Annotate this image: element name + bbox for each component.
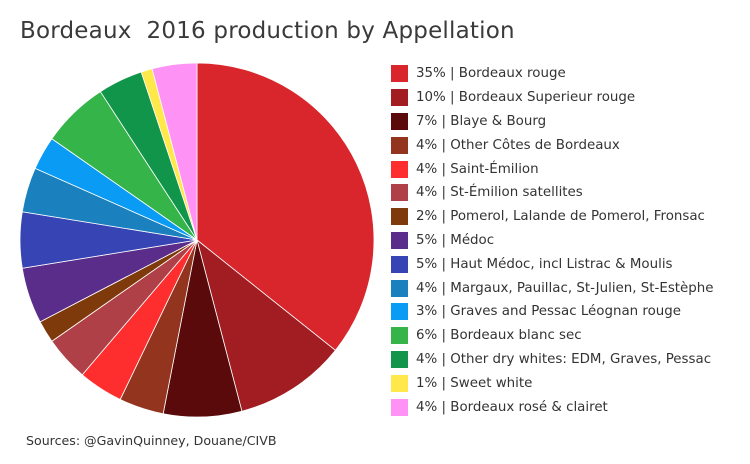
chart-title: Bordeaux 2016 production by Appellation — [20, 18, 515, 44]
legend-item-12: 6% | Bordeaux blanc sec — [391, 324, 746, 348]
chart-legend: 35% | Bordeaux rouge 10% | Bordeaux Super… — [391, 62, 746, 419]
legend-item-4: 4% | Other Côtes de Bordeaux — [391, 133, 746, 157]
legend-label: 4% | Other dry whites: EDM, Graves, Pess… — [416, 351, 712, 367]
legend-item-8: 5% | Médoc — [391, 229, 746, 253]
legend-swatch — [391, 303, 408, 321]
legend-label: 5% | Médoc — [416, 232, 495, 248]
source-note: Sources: @GavinQuinney, Douane/CIVB — [26, 433, 277, 448]
legend-item-10: 4% | Margaux, Pauillac, St-Julien, St-Es… — [391, 276, 746, 300]
legend-swatch — [391, 255, 408, 273]
pie-slice-2 — [196, 238, 336, 412]
legend-item-7: 2% | Pomerol, Lalande de Pomerol, Fronsa… — [391, 205, 746, 229]
legend-label: 10% | Bordeaux Superieur rouge — [416, 90, 636, 106]
legend-swatch — [391, 136, 408, 154]
legend-swatch — [391, 231, 408, 249]
legend-item-1: 35% | Bordeaux rouge — [391, 62, 746, 86]
legend-swatch — [391, 184, 408, 202]
legend-label: 4% | Other Côtes de Bordeaux — [416, 137, 620, 153]
pie-slice-1 — [196, 62, 375, 351]
legend-item-11: 3% | Graves and Pessac Léognan rouge — [391, 300, 746, 324]
legend-swatch — [391, 65, 408, 83]
legend-swatch — [391, 374, 408, 392]
legend-swatch — [391, 279, 408, 297]
pie-slice-15 — [151, 62, 198, 241]
legend-label: 5% | Haut Médoc, incl Listrac & Moulis — [416, 256, 673, 272]
legend-swatch — [391, 398, 408, 416]
legend-swatch — [391, 350, 408, 368]
legend-item-6: 4% | St-Émilion satellites — [391, 181, 746, 205]
legend-item-3: 7% | Blaye & Bourg — [391, 110, 746, 134]
legend-label: 3% | Graves and Pessac Léognan rouge — [416, 304, 682, 320]
legend-item-2: 10% | Bordeaux Superieur rouge — [391, 86, 746, 110]
legend-item-9: 5% | Haut Médoc, incl Listrac & Moulis — [391, 252, 746, 276]
legend-swatch — [391, 208, 408, 226]
legend-label: 4% | Margaux, Pauillac, St-Julien, St-Es… — [416, 280, 714, 296]
legend-item-13: 4% | Other dry whites: EDM, Graves, Pess… — [391, 348, 746, 372]
legend-swatch — [391, 89, 408, 107]
legend-item-14: 1% | Sweet white — [391, 371, 746, 395]
legend-label: 1% | Sweet white — [416, 375, 533, 391]
legend-swatch — [391, 160, 408, 178]
legend-label: 2% | Pomerol, Lalande de Pomerol, Fronsa… — [416, 209, 705, 225]
legend-item-5: 4% | Saint-Émilion — [391, 157, 746, 181]
legend-label: 4% | Saint-Émilion — [416, 161, 539, 177]
legend-label: 6% | Bordeaux blanc sec — [416, 328, 582, 344]
legend-label: 4% | St-Émilion satellites — [416, 185, 583, 201]
legend-label: 7% | Blaye & Bourg — [416, 113, 547, 129]
legend-label: 35% | Bordeaux rouge — [416, 66, 566, 82]
legend-item-15: 4% | Bordeaux rosé & clairet — [391, 395, 746, 419]
legend-swatch — [391, 327, 408, 345]
legend-label: 4% | Bordeaux rosé & clairet — [416, 399, 608, 415]
legend-swatch — [391, 112, 408, 130]
